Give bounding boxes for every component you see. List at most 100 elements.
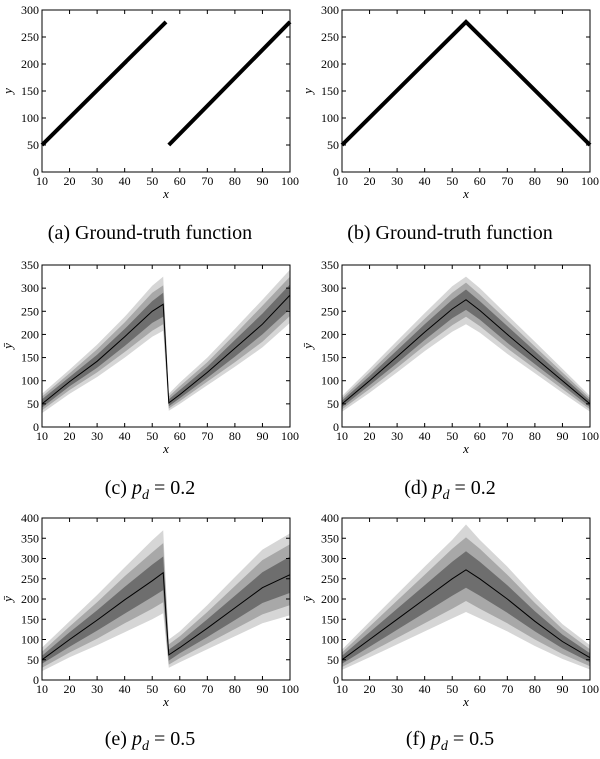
prediction-chart-c: 10 20 30 40 50 60 70 80 90 100 0 50 100 150 200 250 300 3… bbox=[0, 258, 299, 456]
ground-truth-chart-a: 10 20 30 40 50 60 70 80 90 100 0 50 100 150 200 250 300 x… bbox=[0, 3, 299, 201]
x-tick-label: 70 bbox=[501, 174, 513, 188]
y-tick-label: 0 bbox=[33, 165, 39, 179]
confidence-band-2 bbox=[342, 537, 590, 667]
x-tick-label: 60 bbox=[474, 682, 486, 696]
x-tick-label: 50 bbox=[146, 174, 158, 188]
axes-frame bbox=[341, 9, 591, 173]
x-tick-label: 20 bbox=[364, 174, 376, 188]
axes-frame bbox=[341, 264, 591, 428]
ground-truth-line-1 bbox=[40, 20, 168, 147]
x-tick-label: 90 bbox=[556, 174, 568, 188]
y-tick-label: 300 bbox=[321, 3, 339, 17]
ground-truth-chart-b: 10 20 30 40 50 60 70 80 90 100 0 50 100 150 200 250 300 x… bbox=[300, 3, 599, 201]
ground-truth-line-1 bbox=[340, 19, 592, 147]
y-axis-label: ȳ bbox=[300, 596, 315, 604]
y-tick-label: 250 bbox=[321, 30, 339, 44]
y-axis-label: ȳ bbox=[0, 596, 15, 604]
panel-a: 10 20 30 40 50 60 70 80 90 100 0 50 100 150 200 250 300 x… bbox=[0, 0, 300, 250]
y-tick-label: 100 bbox=[321, 374, 339, 388]
x-tick-label: 40 bbox=[119, 174, 131, 188]
confidence-band-1 bbox=[342, 551, 590, 664]
y-tick-label: 300 bbox=[21, 281, 39, 295]
caption-a: (a) Ground-truth function bbox=[47, 222, 253, 244]
y-tick-label: 150 bbox=[21, 351, 39, 365]
x-tick-label: 80 bbox=[229, 429, 241, 443]
x-tick-label: 20 bbox=[64, 174, 76, 188]
y-tick-label: 150 bbox=[321, 351, 339, 365]
x-tick-label: 70 bbox=[501, 429, 513, 443]
y-tick-label: 150 bbox=[321, 84, 339, 98]
x-tick-label: 20 bbox=[64, 682, 76, 696]
x-tick-label: 100 bbox=[581, 429, 599, 443]
x-tick-label: 70 bbox=[201, 682, 213, 696]
y-tick-label: 350 bbox=[321, 531, 339, 545]
x-tick-label: 90 bbox=[556, 429, 568, 443]
y-tick-label: 0 bbox=[333, 420, 339, 434]
y-tick-label: 0 bbox=[333, 673, 339, 687]
confidence-band-2 bbox=[42, 276, 290, 411]
x-tick-label: 80 bbox=[529, 682, 541, 696]
y-tick-label: 200 bbox=[21, 327, 39, 341]
y-tick-label: 150 bbox=[21, 612, 39, 626]
panel-c: 10 20 30 40 50 60 70 80 90 100 0 50 100 150 200 250 300 3… bbox=[0, 255, 300, 505]
caption-c: (c) pd = 0.2 bbox=[104, 477, 196, 503]
x-tick-label: 70 bbox=[201, 429, 213, 443]
x-tick-label: 100 bbox=[581, 174, 599, 188]
panel-b: 10 20 30 40 50 60 70 80 90 100 0 50 100 150 200 250 300 x… bbox=[300, 0, 600, 250]
y-tick-label: 200 bbox=[321, 57, 339, 71]
y-axis-label: y bbox=[0, 88, 15, 96]
y-tick-label: 250 bbox=[321, 572, 339, 586]
x-tick-label: 10 bbox=[336, 429, 348, 443]
x-tick-label: 50 bbox=[446, 429, 458, 443]
x-tick-label: 80 bbox=[229, 174, 241, 188]
x-tick-label: 10 bbox=[336, 682, 348, 696]
y-tick-label: 350 bbox=[21, 531, 39, 545]
y-tick-label: 50 bbox=[27, 138, 39, 152]
prediction-chart-d: 10 20 30 40 50 60 70 80 90 100 0 50 100 150 200 250 300 3… bbox=[300, 258, 599, 456]
y-tick-label: 250 bbox=[321, 304, 339, 318]
x-axis-label: x bbox=[462, 441, 469, 456]
axes-frame bbox=[41, 264, 291, 428]
x-tick-label: 10 bbox=[336, 174, 348, 188]
y-tick-label: 50 bbox=[27, 653, 39, 667]
x-tick-label: 30 bbox=[91, 174, 103, 188]
x-tick-label: 90 bbox=[256, 174, 268, 188]
x-axis-label: x bbox=[162, 441, 169, 456]
axes-frame bbox=[41, 9, 291, 173]
x-tick-label: 60 bbox=[174, 429, 186, 443]
caption-e: (e) pd = 0.5 bbox=[104, 728, 196, 754]
x-tick-label: 30 bbox=[391, 429, 403, 443]
x-tick-label: 10 bbox=[36, 174, 48, 188]
x-axis-label: x bbox=[462, 694, 469, 709]
y-tick-label: 350 bbox=[321, 258, 339, 272]
y-axis-label: ȳ bbox=[0, 343, 15, 351]
y-axis-label: y bbox=[300, 88, 315, 96]
x-tick-label: 100 bbox=[281, 429, 299, 443]
confidence-band-1 bbox=[342, 289, 590, 408]
x-tick-label: 50 bbox=[446, 174, 458, 188]
mean-prediction-line bbox=[41, 571, 291, 661]
x-tick-label: 100 bbox=[581, 682, 599, 696]
y-tick-label: 100 bbox=[21, 374, 39, 388]
panel-e: 10 20 30 40 50 60 70 80 90 100 0 50 100 150 200 250 300 3… bbox=[0, 508, 300, 758]
x-tick-label: 80 bbox=[229, 682, 241, 696]
y-tick-label: 50 bbox=[327, 138, 339, 152]
y-tick-label: 0 bbox=[33, 673, 39, 687]
panel-f: 10 20 30 40 50 60 70 80 90 100 0 50 100 150 200 250 300 3… bbox=[300, 508, 600, 758]
x-tick-label: 60 bbox=[474, 174, 486, 188]
y-tick-label: 400 bbox=[21, 511, 39, 525]
x-tick-label: 20 bbox=[64, 429, 76, 443]
x-tick-label: 40 bbox=[119, 429, 131, 443]
y-tick-label: 250 bbox=[21, 304, 39, 318]
x-tick-label: 10 bbox=[36, 682, 48, 696]
y-tick-label: 300 bbox=[321, 281, 339, 295]
y-tick-label: 100 bbox=[21, 633, 39, 647]
x-tick-label: 10 bbox=[36, 429, 48, 443]
x-tick-label: 30 bbox=[391, 174, 403, 188]
caption-f: (f) pd = 0.5 bbox=[405, 728, 495, 754]
x-tick-label: 60 bbox=[474, 429, 486, 443]
x-tick-label: 20 bbox=[364, 429, 376, 443]
x-tick-label: 30 bbox=[91, 682, 103, 696]
x-tick-label: 80 bbox=[529, 174, 541, 188]
x-tick-label: 90 bbox=[256, 429, 268, 443]
